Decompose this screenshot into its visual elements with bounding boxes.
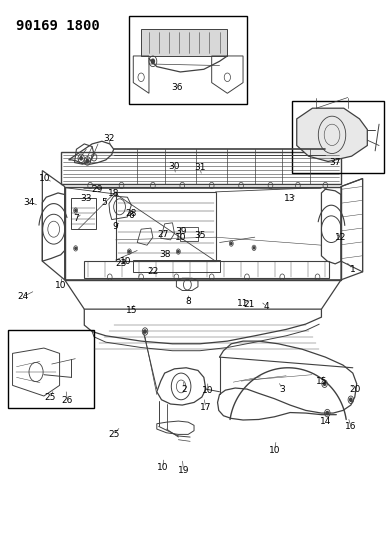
Text: 10: 10 (269, 446, 280, 455)
Text: 7: 7 (74, 214, 79, 223)
Circle shape (151, 59, 154, 63)
Text: 24: 24 (17, 293, 28, 301)
Text: 33: 33 (80, 194, 92, 203)
Circle shape (178, 251, 179, 253)
Text: 14: 14 (319, 417, 331, 425)
Text: 10: 10 (120, 257, 131, 265)
Polygon shape (141, 29, 227, 56)
Bar (292, 101, 384, 173)
Text: 35: 35 (194, 231, 206, 240)
Text: 3: 3 (279, 385, 285, 393)
Text: 31: 31 (194, 164, 206, 172)
Circle shape (75, 247, 76, 249)
Text: 13: 13 (284, 194, 296, 203)
Text: 26: 26 (62, 397, 73, 405)
Circle shape (80, 157, 82, 160)
Text: 36: 36 (171, 83, 183, 92)
Text: 10: 10 (39, 174, 51, 183)
Text: 6: 6 (129, 212, 134, 220)
Text: 10: 10 (174, 233, 186, 241)
Circle shape (323, 382, 326, 385)
Text: 25: 25 (108, 430, 120, 439)
Text: 18: 18 (108, 189, 120, 198)
Text: 9: 9 (113, 222, 118, 231)
Text: 32: 32 (103, 134, 115, 143)
Text: 10: 10 (157, 464, 169, 472)
Text: 90169 1800: 90169 1800 (16, 19, 100, 33)
Text: 30: 30 (169, 162, 180, 171)
Text: 22: 22 (147, 268, 158, 276)
Text: 10: 10 (202, 386, 214, 394)
Circle shape (230, 243, 232, 245)
Text: 19: 19 (178, 466, 189, 474)
Text: 2: 2 (181, 385, 187, 393)
Circle shape (253, 247, 255, 249)
Text: 4: 4 (264, 302, 269, 311)
Text: 37: 37 (329, 158, 341, 167)
Circle shape (350, 398, 352, 401)
Bar (180, 227, 198, 241)
Bar (71, 198, 96, 229)
Text: 15: 15 (125, 306, 137, 314)
Polygon shape (297, 108, 367, 161)
Text: 8: 8 (185, 297, 191, 305)
Circle shape (326, 411, 328, 415)
Text: 29: 29 (91, 185, 103, 193)
Text: 27: 27 (157, 230, 169, 239)
Text: 20: 20 (349, 385, 361, 393)
Circle shape (86, 159, 89, 163)
Text: 25: 25 (44, 393, 56, 401)
Text: 21: 21 (243, 301, 255, 309)
Circle shape (129, 251, 130, 253)
Text: 16: 16 (345, 422, 357, 431)
Text: 34: 34 (24, 198, 35, 207)
Text: 28: 28 (125, 209, 137, 217)
Bar (129, 16, 247, 104)
Text: 38: 38 (159, 250, 171, 259)
Text: 39: 39 (175, 228, 187, 236)
Text: 1: 1 (350, 265, 356, 273)
Text: 12: 12 (335, 233, 347, 241)
Circle shape (144, 330, 146, 333)
Text: 15: 15 (316, 377, 327, 385)
Circle shape (75, 209, 76, 212)
Text: 5: 5 (101, 198, 107, 207)
Bar (8, 330, 94, 408)
Text: 23: 23 (116, 260, 127, 268)
Text: 10: 10 (55, 281, 67, 289)
Text: 11: 11 (237, 300, 249, 308)
Text: 17: 17 (200, 403, 212, 412)
